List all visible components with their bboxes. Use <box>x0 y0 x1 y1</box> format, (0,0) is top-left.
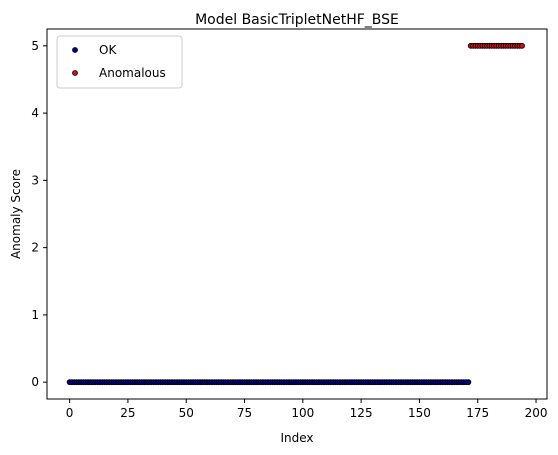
x-tick-label: 200 <box>525 406 548 420</box>
x-tick-label: 150 <box>408 406 431 420</box>
point-anomalous <box>519 42 525 49</box>
x-tick-label: 50 <box>179 406 194 420</box>
x-axis-label: Index <box>280 431 313 445</box>
legend-marker-ok <box>72 47 78 53</box>
y-axis: 0 1 2 3 4 5 <box>31 39 47 389</box>
data-points <box>66 42 525 386</box>
y-axis-label: Anomaly Score <box>9 169 23 259</box>
x-tick-label: 100 <box>291 406 314 420</box>
legend: OK Anomalous <box>56 35 183 89</box>
legend-box <box>56 35 183 89</box>
y-tick-label: 2 <box>31 241 39 255</box>
y-tick-label: 1 <box>31 308 39 322</box>
y-tick-label: 0 <box>31 375 39 389</box>
x-tick-label: 125 <box>350 406 373 420</box>
y-tick-label: 5 <box>31 39 39 53</box>
plot-frame <box>46 28 548 400</box>
x-axis: 0 25 50 75 100 125 150 175 200 <box>66 399 548 420</box>
legend-marker-anomalous <box>72 70 78 76</box>
point-ok <box>465 379 472 386</box>
legend-label-ok: OK <box>99 43 117 57</box>
y-tick-label: 4 <box>31 106 39 120</box>
x-tick-label: 175 <box>466 406 489 420</box>
x-tick-label: 25 <box>120 406 135 420</box>
x-tick-label: 75 <box>237 406 252 420</box>
legend-label-anomalous: Anomalous <box>99 66 166 80</box>
chart-title: Model BasicTripletNetHF_BSE <box>195 12 399 28</box>
x-tick-label: 0 <box>66 406 74 420</box>
y-tick-label: 3 <box>31 173 39 187</box>
